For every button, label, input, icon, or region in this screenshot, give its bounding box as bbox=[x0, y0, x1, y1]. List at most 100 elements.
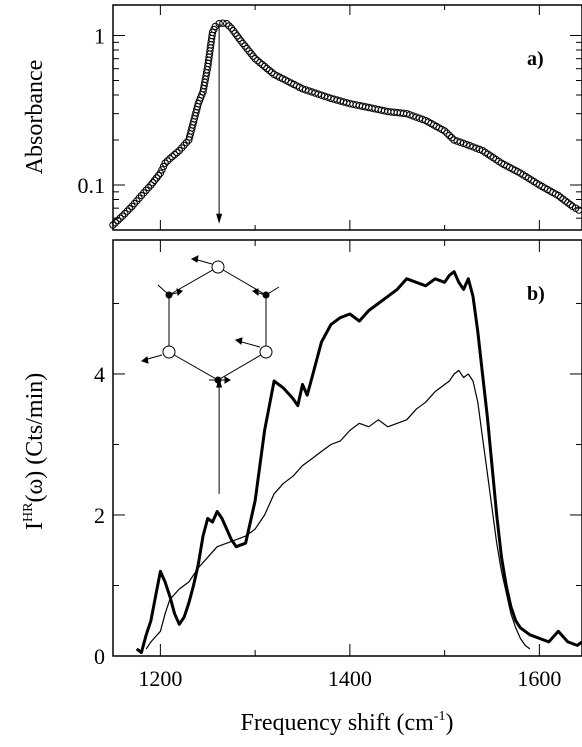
data-point bbox=[256, 58, 264, 67]
data-point bbox=[554, 191, 563, 200]
data-point bbox=[559, 195, 567, 203]
arrowhead bbox=[176, 288, 183, 297]
displacement-arrow bbox=[265, 286, 280, 296]
data-point bbox=[265, 66, 274, 75]
data-point bbox=[237, 37, 245, 45]
data-point bbox=[566, 200, 574, 209]
data-point bbox=[168, 152, 176, 161]
data-point bbox=[222, 19, 231, 28]
data-point bbox=[152, 174, 161, 182]
data-point bbox=[443, 129, 451, 137]
data-point bbox=[149, 178, 157, 187]
data-point bbox=[456, 138, 465, 146]
arrowhead bbox=[224, 376, 231, 384]
data-point bbox=[173, 148, 181, 157]
data-point bbox=[247, 49, 255, 58]
data-point bbox=[403, 109, 411, 118]
data-point bbox=[260, 62, 269, 71]
panel-a-ytick-label: 1 bbox=[94, 24, 105, 49]
data-point bbox=[150, 176, 159, 184]
data-point bbox=[225, 22, 233, 30]
x-axis-label: Frequency shift (cm-1) bbox=[241, 709, 454, 736]
panel-b-xtick-label: 1200 bbox=[138, 666, 182, 691]
data-point bbox=[158, 166, 166, 174]
arrowhead bbox=[252, 288, 259, 297]
data-point bbox=[463, 140, 471, 149]
panel-b-ytick-label: 2 bbox=[94, 503, 105, 528]
data-point bbox=[123, 207, 131, 215]
data-point bbox=[243, 44, 251, 53]
panel-b-label: b) bbox=[527, 283, 545, 305]
data-point bbox=[311, 89, 319, 97]
data-point bbox=[114, 216, 122, 225]
data-point bbox=[575, 206, 582, 214]
data-point bbox=[459, 139, 468, 148]
data-point bbox=[445, 131, 454, 140]
data-point bbox=[253, 56, 262, 65]
data-point bbox=[263, 64, 271, 73]
data-point bbox=[412, 113, 420, 121]
data-point bbox=[154, 171, 163, 180]
data-point bbox=[450, 136, 458, 144]
data-point bbox=[564, 199, 572, 207]
data-point bbox=[409, 112, 417, 120]
arrowhead bbox=[190, 255, 199, 263]
atom-open bbox=[259, 345, 273, 359]
panel-a-mode-arrow bbox=[216, 23, 223, 224]
data-point bbox=[268, 68, 276, 77]
panel-a-ytick-label: 0.1 bbox=[78, 173, 106, 198]
data-point bbox=[109, 221, 117, 229]
data-point bbox=[406, 111, 414, 119]
data-point bbox=[453, 137, 461, 145]
panel-b-frame bbox=[112, 239, 582, 657]
data-point bbox=[163, 157, 172, 165]
data-point bbox=[418, 115, 427, 124]
arrow-head bbox=[216, 377, 223, 388]
series-line-thin bbox=[145, 369, 531, 650]
panel-b-y-axis-label: IHR(ω) (Cts/min) bbox=[21, 373, 48, 530]
data-point bbox=[475, 145, 484, 154]
data-point bbox=[561, 197, 570, 205]
data-point bbox=[305, 87, 313, 95]
data-point bbox=[298, 85, 307, 93]
data-point bbox=[317, 91, 326, 99]
data-point bbox=[308, 88, 316, 96]
data-point bbox=[448, 134, 456, 142]
data-point bbox=[314, 90, 322, 98]
panel-b-xtick-label: 1600 bbox=[517, 666, 561, 691]
data-point bbox=[251, 54, 259, 63]
data-point bbox=[219, 19, 227, 27]
panel-a-ticks bbox=[113, 5, 582, 231]
data-point bbox=[116, 214, 124, 222]
data-point bbox=[159, 162, 168, 171]
atom-open bbox=[211, 260, 225, 274]
arrow-head bbox=[216, 213, 223, 224]
data-point bbox=[118, 212, 127, 220]
series-line-thick bbox=[135, 270, 582, 654]
arrowhead bbox=[234, 337, 243, 345]
panel-a-frame bbox=[112, 4, 582, 231]
data-point bbox=[241, 42, 249, 50]
data-point bbox=[245, 47, 253, 55]
data-point bbox=[239, 39, 247, 48]
data-point bbox=[249, 52, 257, 60]
data-point bbox=[466, 142, 474, 150]
data-point bbox=[320, 92, 329, 100]
vibration-mode-diagram bbox=[140, 255, 280, 384]
data-point bbox=[556, 193, 565, 202]
data-point bbox=[469, 143, 477, 151]
data-point bbox=[166, 154, 174, 163]
data-point bbox=[258, 60, 266, 69]
panel-b-xtick-label: 1400 bbox=[328, 666, 372, 691]
panel-b-ytick-label: 0 bbox=[94, 644, 105, 669]
panel-a-points bbox=[109, 19, 582, 229]
arrowhead bbox=[140, 356, 149, 364]
data-point bbox=[170, 150, 179, 159]
data-point bbox=[415, 114, 424, 122]
data-point bbox=[301, 86, 310, 94]
hexagon-ring bbox=[168, 266, 267, 381]
data-point bbox=[472, 144, 480, 152]
panel-b-mode-arrow bbox=[216, 377, 223, 494]
panel-b-series bbox=[135, 270, 582, 654]
